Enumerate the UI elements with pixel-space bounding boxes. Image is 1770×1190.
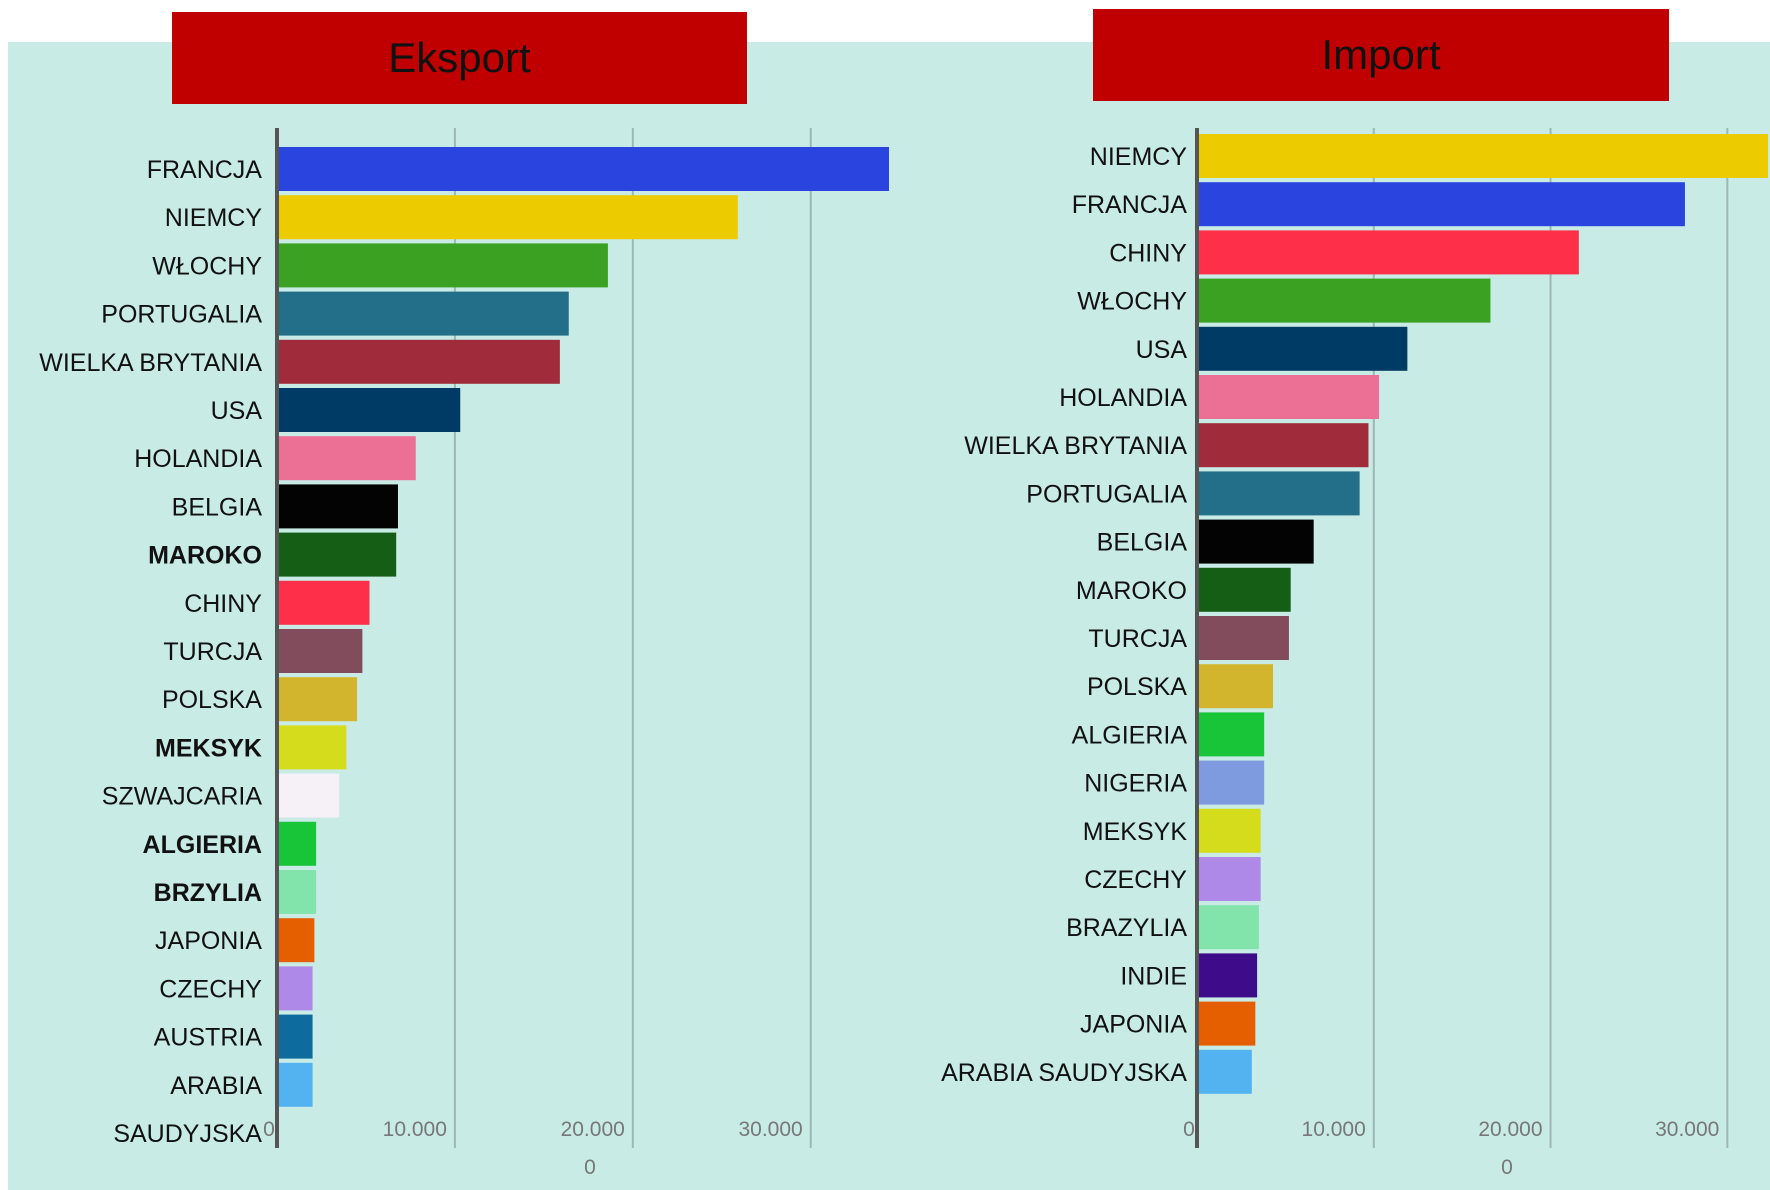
export-category-label: CHINY bbox=[184, 590, 262, 618]
import-category-label: JAPONIA bbox=[1080, 1011, 1187, 1039]
export-bar bbox=[277, 339, 560, 384]
import-bar bbox=[1197, 808, 1261, 853]
export-bar bbox=[277, 532, 397, 577]
import-category-label: MEKSYK bbox=[1083, 818, 1188, 846]
export-bar bbox=[277, 147, 889, 191]
export-bar bbox=[277, 580, 370, 625]
export-category-label: TURCJA bbox=[163, 638, 262, 666]
import-category-label: ALGIERIA bbox=[1072, 721, 1188, 749]
export-bar bbox=[277, 291, 569, 336]
export-bar bbox=[277, 1062, 313, 1107]
import-category-label: INDIE bbox=[1120, 962, 1187, 990]
import-category-label: ARABIA SAUDYJSKA bbox=[941, 1059, 1187, 1087]
export-category-label: ALGIERIA bbox=[143, 831, 262, 859]
export-category-label: NIEMCY bbox=[165, 204, 263, 232]
export-category-label: SAUDYJSKA bbox=[113, 1120, 262, 1148]
export-bar bbox=[277, 629, 363, 673]
export-category-label: CZECHY bbox=[159, 975, 262, 1003]
import-tick-label: 20.000 bbox=[1478, 1118, 1542, 1141]
import-bar bbox=[1197, 664, 1274, 709]
export-bar bbox=[277, 243, 608, 288]
export-category-label: FRANCJA bbox=[147, 156, 263, 184]
export-category-label: PORTUGALIA bbox=[101, 301, 262, 329]
import-bar bbox=[1197, 375, 1380, 419]
import-bar bbox=[1197, 567, 1291, 612]
import-bar bbox=[1197, 1001, 1256, 1046]
export-category-label: BRZYLIA bbox=[154, 879, 262, 907]
import-tick-label: 30.000 bbox=[1655, 1118, 1719, 1141]
import-category-label: WIELKA BRYTANIA bbox=[964, 432, 1187, 460]
export-bar bbox=[277, 773, 340, 818]
export-tick-label: 20.000 bbox=[561, 1118, 625, 1141]
export-category-label: HOLANDIA bbox=[134, 445, 262, 473]
import-bar bbox=[1197, 278, 1491, 323]
import-bar bbox=[1197, 616, 1289, 660]
export-category-label: SZWAJCARIA bbox=[102, 783, 263, 811]
import-category-label: POLSKA bbox=[1087, 673, 1187, 701]
export-category-label: USA bbox=[211, 397, 263, 425]
import-bar bbox=[1197, 326, 1408, 371]
import-bar bbox=[1197, 712, 1265, 757]
import-bar bbox=[1197, 857, 1261, 901]
import-bar bbox=[1197, 519, 1314, 564]
export-axis-extra-label: 0 bbox=[584, 1156, 596, 1179]
import-title: Import bbox=[1093, 9, 1669, 101]
export-bar bbox=[277, 677, 358, 722]
import-bar bbox=[1197, 230, 1579, 275]
export-category-label: WŁOCHY bbox=[152, 252, 262, 280]
import-bar bbox=[1197, 1049, 1252, 1094]
export-category-label: POLSKA bbox=[162, 686, 262, 714]
import-category-label: NIGERIA bbox=[1084, 770, 1187, 798]
import-category-label: CZECHY bbox=[1084, 866, 1187, 894]
import-category-label: TURCJA bbox=[1088, 625, 1187, 653]
import-category-label: MAROKO bbox=[1076, 577, 1187, 605]
import-category-label: PORTUGALIA bbox=[1026, 480, 1187, 508]
export-category-label: AUSTRIA bbox=[154, 1024, 263, 1052]
export-bar bbox=[277, 1014, 313, 1059]
import-category-label: BELGIA bbox=[1097, 529, 1188, 557]
import-category-label: WŁOCHY bbox=[1077, 288, 1187, 316]
import-bar bbox=[1197, 760, 1265, 805]
import-category-label: USA bbox=[1136, 336, 1188, 364]
export-category-label: WIELKA BRYTANIA bbox=[39, 349, 262, 377]
export-category-label: ARABIA bbox=[170, 1072, 262, 1100]
import-tick-label: 0 bbox=[1183, 1118, 1195, 1141]
import-bar bbox=[1197, 905, 1259, 950]
export-title: Eksport bbox=[172, 12, 747, 104]
export-tick-label: 0 bbox=[263, 1118, 275, 1141]
import-bar bbox=[1197, 134, 1768, 178]
import-category-label: HOLANDIA bbox=[1059, 384, 1187, 412]
export-bar bbox=[277, 484, 398, 529]
import-axis-extra-label: 0 bbox=[1501, 1156, 1513, 1179]
import-tick-label: 10.000 bbox=[1302, 1118, 1366, 1141]
export-category-label: MEKSYK bbox=[155, 734, 262, 762]
export-bar bbox=[277, 918, 315, 963]
export-bar bbox=[277, 195, 738, 240]
import-category-label: BRAZYLIA bbox=[1066, 914, 1187, 942]
import-category-label: NIEMCY bbox=[1090, 143, 1188, 171]
export-category-label: JAPONIA bbox=[155, 927, 262, 955]
export-bar bbox=[277, 388, 461, 432]
export-bar bbox=[277, 870, 317, 914]
import-category-label: FRANCJA bbox=[1072, 191, 1188, 219]
import-bar bbox=[1197, 471, 1360, 516]
export-tick-label: 10.000 bbox=[383, 1118, 447, 1141]
import-bar bbox=[1197, 182, 1685, 227]
export-category-label: MAROKO bbox=[148, 542, 262, 570]
import-category-label: CHINY bbox=[1109, 239, 1187, 267]
export-bar bbox=[277, 436, 416, 481]
export-bar bbox=[277, 821, 317, 866]
export-bar bbox=[277, 725, 347, 770]
export-category-label: BELGIA bbox=[172, 493, 263, 521]
import-bar bbox=[1197, 423, 1369, 468]
export-tick-label: 30.000 bbox=[738, 1118, 802, 1141]
export-bar bbox=[277, 966, 313, 1011]
import-bar bbox=[1197, 953, 1258, 998]
